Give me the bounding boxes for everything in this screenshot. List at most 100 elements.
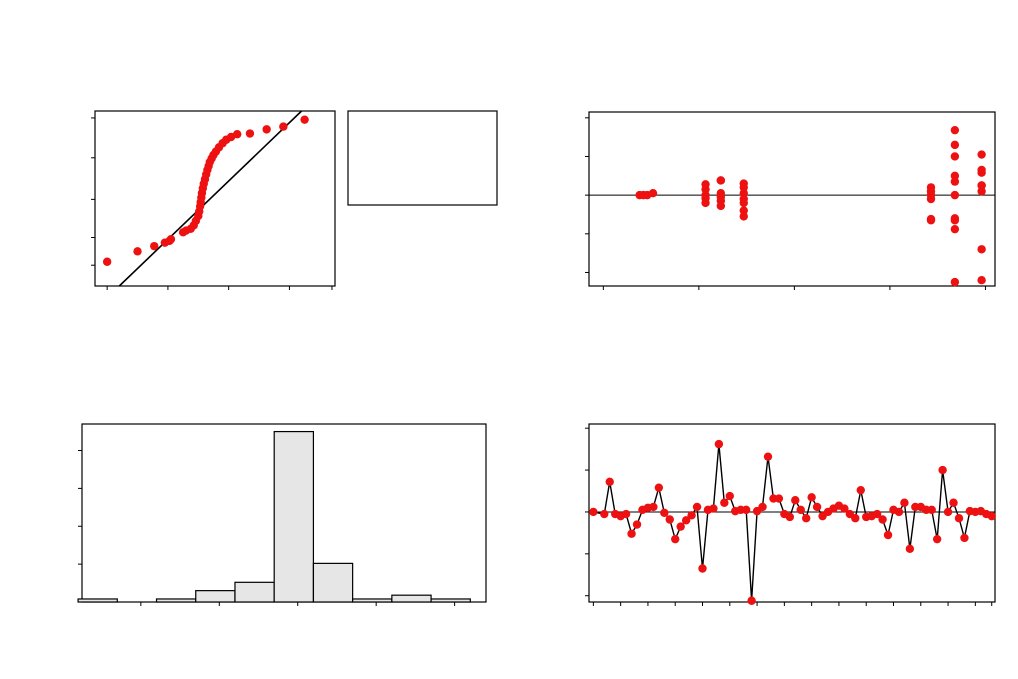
histogram-bar-6 xyxy=(312,562,354,603)
data-point-20 xyxy=(739,206,748,215)
data-point-28 xyxy=(950,125,960,135)
data-point-34 xyxy=(279,122,288,131)
data-point-25 xyxy=(926,194,936,204)
data-point-40 xyxy=(977,181,986,190)
histogram-bar-5 xyxy=(273,430,315,603)
data-point-17 xyxy=(687,511,696,520)
data-point-61 xyxy=(927,505,936,515)
data-point-16 xyxy=(681,516,691,525)
plot-frame xyxy=(94,110,336,287)
data-point-42 xyxy=(977,165,986,175)
data-point-36 xyxy=(950,277,960,287)
data-point-27 xyxy=(741,505,751,515)
data-point-13 xyxy=(665,515,674,524)
data-point-44 xyxy=(977,276,986,285)
data-point-31 xyxy=(232,130,242,139)
data-point-0 xyxy=(102,257,112,266)
data-point-5 xyxy=(701,185,710,194)
residual-series-line xyxy=(593,444,992,601)
data-point-17 xyxy=(739,189,748,198)
data-point-5 xyxy=(166,235,176,244)
data-point-32 xyxy=(245,129,255,138)
data-point-10 xyxy=(716,176,726,185)
legend-frame xyxy=(347,110,498,206)
data-point-19 xyxy=(698,564,707,573)
data-point-35 xyxy=(785,512,795,522)
data-point-39 xyxy=(807,493,816,502)
data-point-45 xyxy=(977,150,986,159)
data-point-22 xyxy=(714,439,724,449)
data-point-32 xyxy=(950,190,960,200)
histogram-bar-8 xyxy=(391,594,432,603)
data-point-34 xyxy=(950,216,960,225)
data-point-37 xyxy=(796,505,805,515)
data-point-3 xyxy=(648,189,658,198)
data-point-40 xyxy=(812,502,822,512)
data-point-64 xyxy=(943,507,953,517)
data-point-31 xyxy=(763,452,773,461)
histogram-bar-9 xyxy=(430,598,471,603)
data-point-30 xyxy=(950,171,960,180)
histogram-bar-7 xyxy=(352,598,393,603)
data-point-2 xyxy=(150,241,159,251)
data-point-12 xyxy=(660,508,669,517)
data-point-38 xyxy=(801,514,811,523)
data-point-5 xyxy=(621,509,631,519)
data-point-36 xyxy=(791,496,800,505)
data-point-47 xyxy=(851,514,860,523)
data-point-33 xyxy=(262,125,271,134)
data-point-1 xyxy=(600,509,609,519)
data-point-2 xyxy=(605,477,614,486)
residuals-vs-fits-plot xyxy=(585,111,996,290)
data-point-35 xyxy=(950,224,960,234)
data-point-38 xyxy=(977,187,986,196)
data-point-53 xyxy=(883,530,893,540)
data-point-48 xyxy=(856,485,865,495)
data-point-19 xyxy=(739,198,748,208)
data-point-1 xyxy=(133,247,142,256)
data-point-10 xyxy=(649,502,658,512)
data-point-65 xyxy=(949,498,958,507)
data-point-7 xyxy=(632,520,642,529)
legend-box xyxy=(347,110,498,206)
histogram-bar-2 xyxy=(155,598,197,603)
data-point-8 xyxy=(701,198,710,208)
fit-line xyxy=(118,110,303,287)
data-point-23 xyxy=(720,498,729,507)
data-point-67 xyxy=(960,533,969,543)
normal-probability-plot xyxy=(91,110,336,290)
histogram-bar-3 xyxy=(195,590,236,603)
data-point-0 xyxy=(589,507,598,517)
data-point-27 xyxy=(926,216,936,225)
data-point-62 xyxy=(932,534,942,544)
data-point-15 xyxy=(676,522,685,531)
data-point-14 xyxy=(716,201,726,211)
data-point-35 xyxy=(300,115,309,124)
data-point-18 xyxy=(692,502,702,512)
data-point-24 xyxy=(725,491,734,501)
data-point-16 xyxy=(739,183,748,192)
data-point-72 xyxy=(987,511,996,521)
data-point-33 xyxy=(774,494,784,503)
data-point-52 xyxy=(878,515,887,524)
data-point-29 xyxy=(950,140,960,150)
data-point-11 xyxy=(654,483,664,492)
histogram-plot xyxy=(77,423,487,606)
data-point-31 xyxy=(950,177,960,186)
data-point-43 xyxy=(977,245,986,254)
data-point-57 xyxy=(905,544,915,554)
plot-frame xyxy=(588,111,996,287)
data-point-30 xyxy=(758,502,767,512)
data-point-14 xyxy=(671,534,680,544)
data-point-37 xyxy=(950,152,960,161)
data-point-45 xyxy=(840,504,849,513)
residuals-vs-order-plot xyxy=(585,423,996,606)
data-point-6 xyxy=(627,529,636,538)
data-point-56 xyxy=(900,498,909,507)
histogram-bar-0 xyxy=(77,598,118,603)
histogram-bar-4 xyxy=(234,581,275,603)
data-point-63 xyxy=(938,465,947,475)
data-point-66 xyxy=(954,514,964,523)
data-point-21 xyxy=(739,212,748,221)
